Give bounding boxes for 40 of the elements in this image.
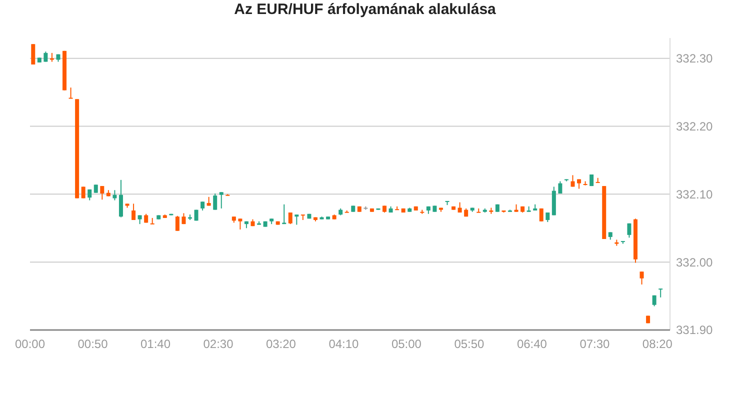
candlestick [118, 179, 123, 218]
x-tick-label: 02:30 [203, 337, 234, 351]
candlestick [150, 217, 154, 225]
x-tick-label: 05:00 [391, 337, 422, 351]
candlestick [294, 214, 299, 226]
candlestick [640, 271, 644, 285]
x-tick-label: 05:50 [454, 337, 485, 351]
x-tick-label: 08:20 [642, 337, 673, 351]
x-tick-label: 07:30 [580, 337, 610, 351]
x-tick-label: 04:10 [328, 337, 360, 351]
candlestick [175, 215, 180, 232]
candlestick [539, 208, 544, 222]
candlestick [44, 51, 48, 62]
candlestick [577, 178, 582, 190]
candlestick [213, 193, 218, 210]
candlestick [100, 186, 104, 200]
candlestick [81, 186, 86, 199]
candlestick [282, 204, 286, 225]
y-tick-label: 331.90 [676, 323, 714, 338]
x-tick-label: 01:40 [140, 337, 171, 351]
x-tick-label: 03:20 [266, 337, 296, 351]
candlestick [546, 212, 550, 223]
y-tick-label: 332.00 [676, 255, 714, 270]
y-tick-label: 332.20 [676, 119, 714, 134]
x-tick-label: 00:00 [14, 337, 46, 351]
x-tick-label: 00:50 [78, 337, 108, 351]
y-tick-label: 332.30 [676, 52, 714, 66]
candlestick [288, 212, 292, 225]
candlestick [627, 222, 632, 238]
candlestick [219, 192, 224, 209]
candlestick [112, 190, 117, 201]
x-tick-label: 06:40 [516, 337, 548, 351]
chart-title: Az EUR/HUF árfolyamának alakulása [234, 1, 497, 18]
candlestick [238, 218, 242, 230]
y-tick-label: 332.10 [676, 187, 714, 202]
candlestick [558, 180, 562, 194]
candlestick [132, 203, 136, 220]
candlestick [68, 87, 73, 99]
candlestick [658, 288, 663, 298]
candlestick [31, 44, 36, 65]
